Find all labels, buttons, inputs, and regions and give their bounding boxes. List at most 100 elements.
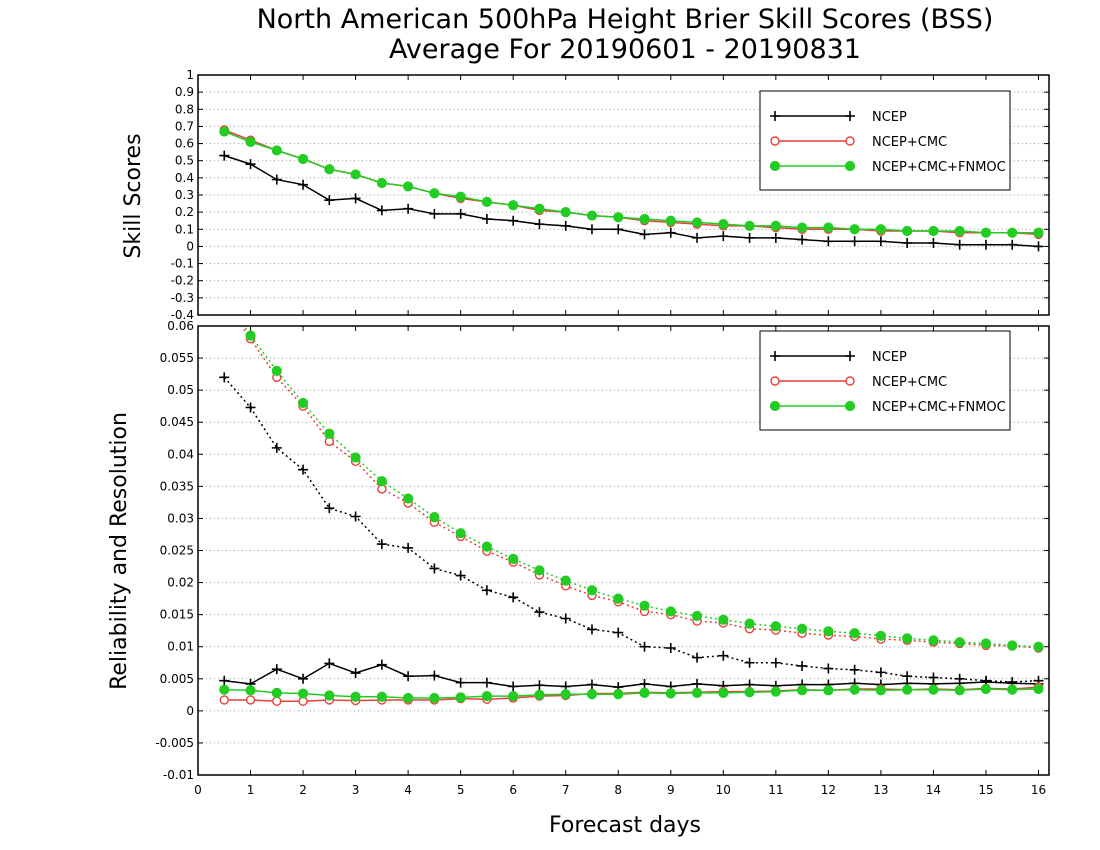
x-tick-label: 14 xyxy=(926,783,941,797)
data-point xyxy=(1033,227,1044,238)
y-tick-label: 0.8 xyxy=(175,102,194,116)
data-point xyxy=(586,210,598,221)
data-point xyxy=(954,637,965,648)
data-point xyxy=(744,618,755,629)
data-point xyxy=(1033,641,1044,652)
x-tick-label: 1 xyxy=(247,783,255,797)
y-tick-label: 0.2 xyxy=(175,205,194,219)
data-point xyxy=(797,623,808,634)
data-point xyxy=(455,570,466,581)
data-point xyxy=(639,641,650,652)
data-point xyxy=(665,642,676,653)
data-point xyxy=(928,225,939,237)
data-point xyxy=(508,200,519,211)
data-point xyxy=(1033,241,1044,252)
y-tick-label: -0.005 xyxy=(155,736,194,750)
data-point xyxy=(613,224,624,235)
data-point xyxy=(639,678,650,689)
skill-score-panel: -0.4 -0.3 -0.2 -0.1 0 0.1 0.2 0.3 0.4 0.5 0.6 0.7 0.… xyxy=(171,68,1050,322)
data-point xyxy=(219,372,230,383)
y-tick-label: 0.005 xyxy=(160,672,194,686)
data-point xyxy=(691,687,703,698)
legend-marker xyxy=(770,111,780,121)
legend-marker xyxy=(770,376,780,386)
data-point xyxy=(902,684,913,695)
data-point xyxy=(849,224,860,235)
data-point xyxy=(403,542,414,553)
data-point xyxy=(692,652,703,663)
data-point xyxy=(980,683,992,695)
data-point xyxy=(271,687,282,698)
data-point xyxy=(639,213,650,225)
data-point xyxy=(350,169,361,180)
data-point xyxy=(403,493,414,504)
data-point xyxy=(324,658,335,669)
top-panel-ylabel: Skill Scores xyxy=(121,133,146,258)
data-point xyxy=(692,678,703,689)
data-point xyxy=(429,188,440,199)
data-point xyxy=(1007,227,1018,238)
x-tick-label: 4 xyxy=(404,783,412,797)
data-point xyxy=(455,208,466,219)
data-point xyxy=(665,215,676,226)
data-point xyxy=(508,553,519,564)
data-point xyxy=(823,626,834,637)
y-tick-label: 0.9 xyxy=(175,85,194,99)
data-point xyxy=(718,650,729,661)
data-point xyxy=(613,593,624,604)
data-point xyxy=(692,232,703,243)
legend-marker xyxy=(845,351,855,361)
data-point xyxy=(219,126,230,137)
data-point xyxy=(797,222,808,233)
x-tick-label: 0 xyxy=(194,783,202,797)
data-point xyxy=(403,203,414,214)
data-point xyxy=(429,512,440,523)
legend-marker xyxy=(844,400,856,412)
x-tick-label: 13 xyxy=(873,783,888,797)
series-line-ncep-cmc-fnmoc-resolution xyxy=(243,326,1039,648)
data-point xyxy=(954,225,965,237)
data-point xyxy=(586,585,598,596)
x-tick-label: 11 xyxy=(768,783,783,797)
data-point xyxy=(744,687,755,698)
data-point xyxy=(823,236,834,247)
data-point xyxy=(219,684,230,695)
data-point xyxy=(271,145,282,156)
data-point xyxy=(902,633,913,644)
data-point xyxy=(324,195,335,206)
data-point xyxy=(770,686,781,697)
data-point xyxy=(481,677,492,688)
legend-label: NCEP xyxy=(872,110,907,125)
legend-marker xyxy=(769,160,781,172)
data-point xyxy=(481,541,493,552)
data-point xyxy=(1033,683,1044,695)
data-point xyxy=(350,668,361,679)
data-point xyxy=(613,689,624,700)
data-point xyxy=(744,657,755,668)
data-point xyxy=(639,687,650,698)
data-point xyxy=(298,673,309,684)
x-tick-label: 2 xyxy=(299,783,307,797)
data-point xyxy=(560,613,571,624)
data-point xyxy=(350,691,361,702)
data-point xyxy=(429,563,440,574)
data-point xyxy=(376,691,387,702)
data-point xyxy=(902,225,913,237)
bottom-panel-ylabel: Reliability and Resolution xyxy=(107,412,132,690)
data-point xyxy=(403,692,414,704)
data-point xyxy=(928,684,939,695)
y-tick-label: 0.025 xyxy=(160,544,194,558)
data-point xyxy=(376,177,387,189)
legend-label: NCEP+CMC xyxy=(872,135,947,150)
data-point xyxy=(980,638,992,649)
data-point xyxy=(639,229,650,240)
data-point xyxy=(245,136,256,147)
data-point xyxy=(560,207,571,218)
data-point xyxy=(271,664,282,675)
data-point xyxy=(350,452,361,463)
data-point xyxy=(508,691,519,702)
data-point xyxy=(1007,640,1018,651)
reliability-resolution-panel: -0.01 -0.005 0 0.005 0.01 0.015 0.02 0.025 0.03 0… xyxy=(155,319,1050,797)
data-point xyxy=(718,614,729,625)
